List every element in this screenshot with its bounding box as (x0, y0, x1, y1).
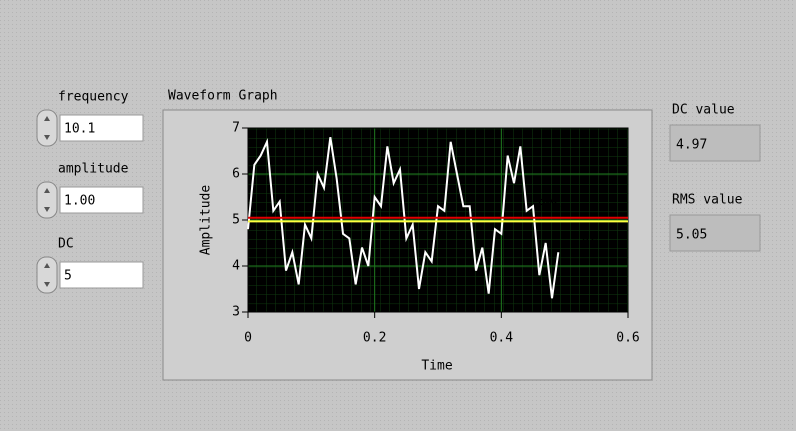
x-tick-label: 0.4 (490, 331, 514, 346)
y-tick-label: 7 (232, 121, 240, 136)
control-input[interactable] (59, 114, 144, 142)
y-tick-label: 6 (232, 167, 240, 182)
spinner[interactable] (36, 109, 58, 147)
x-axis-label: Time (421, 359, 452, 374)
spinner[interactable] (36, 181, 58, 219)
reference-label: RMS (538, 198, 561, 213)
spinner-arrows (44, 116, 50, 140)
spinner-arrows (44, 263, 50, 287)
control-input[interactable] (59, 261, 144, 289)
x-tick-label: 0 (244, 331, 252, 346)
indicator-label: DC value (672, 103, 735, 118)
control-value: 1.00 (64, 194, 95, 209)
x-tick-label: 0.6 (616, 331, 639, 346)
y-tick-label: 4 (232, 259, 240, 274)
indicator-value: 4.97 (676, 138, 707, 153)
control-label: DC (58, 237, 74, 252)
control-value: 5 (64, 269, 72, 284)
spinner[interactable] (36, 256, 58, 294)
indicator-box (669, 214, 761, 252)
control-label: amplitude (58, 162, 129, 177)
reference-label: DC (582, 230, 598, 245)
y-tick-label: 3 (232, 305, 240, 320)
indicator-label: RMS value (672, 193, 743, 208)
y-axis-label: Amplitude (199, 185, 214, 256)
control-label: frequency (58, 90, 129, 105)
x-tick-label: 0.2 (363, 331, 386, 346)
spinner-arrows (44, 188, 50, 212)
control-value: 10.1 (64, 122, 95, 137)
waveform (247, 137, 560, 299)
indicator-box (669, 124, 761, 162)
indicator-value: 5.05 (676, 228, 707, 243)
control-input[interactable] (59, 186, 144, 214)
graph-title: Waveform Graph (168, 89, 278, 104)
y-tick-label: 5 (232, 213, 240, 228)
